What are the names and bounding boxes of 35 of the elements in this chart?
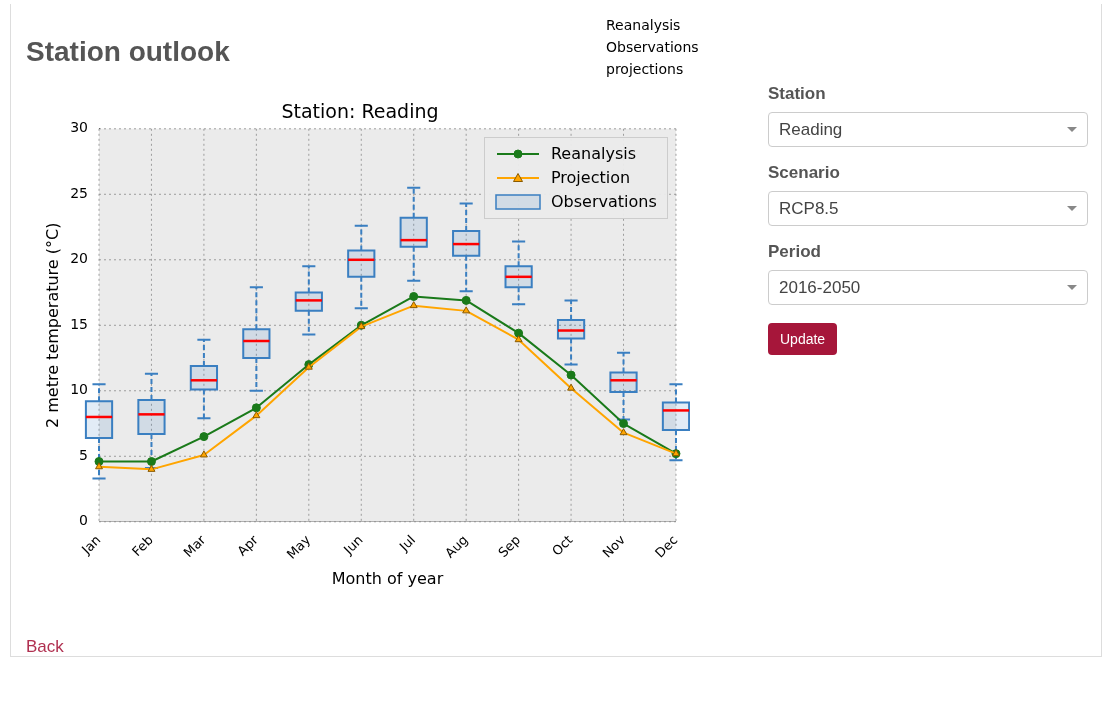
y-tick-label: 15 <box>70 315 89 332</box>
dropdown-field: RCP8.5 <box>768 191 1088 226</box>
x-tick-label: Jun <box>340 532 366 558</box>
y-tick-label: 30 <box>70 119 89 136</box>
dropdown-field: 2016-2050 <box>768 270 1088 305</box>
x-tick-label: Dec <box>652 532 681 561</box>
text: Period <box>768 242 822 262</box>
text: Scenario <box>768 163 841 183</box>
x-tick-label: Nov <box>599 531 629 561</box>
text: Station <box>768 84 827 104</box>
y-axis-title: 2 metre temperature (°C) <box>42 222 62 428</box>
y-tick-label: 5 <box>79 446 89 463</box>
y-tick-label: 20 <box>70 250 89 267</box>
chart-subtitle: Station: Reading <box>281 100 439 123</box>
legend-label: Reanalysis <box>550 144 636 164</box>
legend-label: Projection <box>550 168 631 188</box>
text: Back <box>26 637 64 657</box>
x-tick-label: Feb <box>129 532 156 560</box>
x-tick-label: Oct <box>549 532 576 559</box>
x-axis-title: Month of year <box>331 568 444 588</box>
y-tick-label: 10 <box>70 381 89 398</box>
y-tick-label: 0 <box>79 512 89 529</box>
chart-title: Station outlook <box>26 36 230 68</box>
update-button: Update <box>768 323 838 355</box>
y-tick-label: 25 <box>70 184 89 201</box>
text: projections <box>606 60 685 79</box>
legend-label: Observations <box>550 192 657 212</box>
x-tick-label: Jul <box>395 532 419 555</box>
x-tick-label: Jan <box>78 532 104 558</box>
x-tick-label: Sep <box>495 532 524 561</box>
text: Observations <box>606 38 699 57</box>
text: Reanalysis <box>606 16 682 35</box>
dropdown-field: Reading <box>768 112 1088 147</box>
x-tick-label: Apr <box>234 531 262 559</box>
x-tick-label: Mar <box>180 531 209 561</box>
